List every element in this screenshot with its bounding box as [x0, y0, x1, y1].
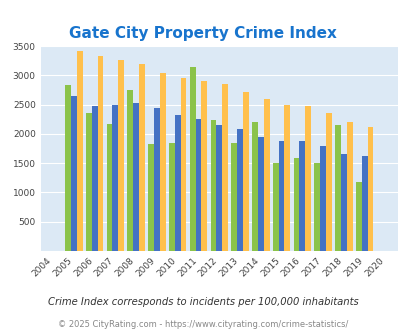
Bar [160, 73, 165, 251]
Bar [305, 106, 310, 251]
Text: © 2025 CityRating.com - https://www.cityrating.com/crime-statistics/: © 2025 CityRating.com - https://www.city… [58, 319, 347, 329]
Bar [97, 55, 103, 251]
Bar [180, 78, 186, 251]
Bar [65, 85, 71, 251]
Bar [222, 83, 227, 251]
Bar [313, 163, 320, 251]
Bar [127, 90, 133, 251]
Bar [92, 106, 97, 251]
Bar [272, 163, 278, 251]
Bar [293, 158, 298, 251]
Bar [278, 142, 284, 251]
Bar [195, 119, 201, 251]
Bar [263, 99, 269, 251]
Bar [148, 145, 153, 251]
Bar [355, 182, 361, 251]
Bar [346, 122, 352, 251]
Bar [175, 115, 180, 251]
Bar [298, 142, 305, 251]
Bar [340, 154, 346, 251]
Bar [86, 114, 92, 251]
Bar [153, 108, 160, 251]
Bar [71, 96, 77, 251]
Bar [231, 143, 237, 251]
Bar [361, 155, 367, 251]
Bar [77, 51, 82, 251]
Bar [133, 103, 139, 251]
Bar [242, 92, 248, 251]
Text: Gate City Property Crime Index: Gate City Property Crime Index [69, 26, 336, 41]
Bar [252, 122, 257, 251]
Bar [367, 127, 373, 251]
Bar [118, 60, 124, 251]
Bar [139, 64, 145, 251]
Bar [334, 124, 340, 251]
Bar [112, 105, 118, 251]
Text: Crime Index corresponds to incidents per 100,000 inhabitants: Crime Index corresponds to incidents per… [47, 297, 358, 307]
Bar [210, 120, 216, 251]
Bar [168, 143, 175, 251]
Bar [216, 124, 222, 251]
Bar [284, 105, 290, 251]
Bar [189, 67, 195, 251]
Bar [107, 124, 112, 251]
Bar [201, 81, 207, 251]
Bar [257, 137, 263, 251]
Bar [325, 113, 331, 251]
Bar [320, 146, 325, 251]
Bar [237, 129, 242, 251]
